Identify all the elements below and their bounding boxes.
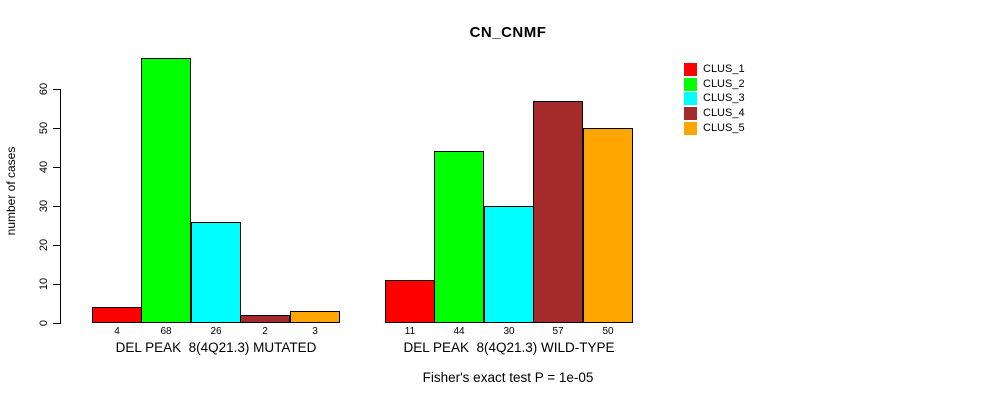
y-tick-mark [53, 284, 61, 285]
legend-label: CLUS_2 [703, 78, 745, 90]
bar-value-label: 44 [453, 326, 465, 337]
bar-clus_2-group1 [141, 58, 191, 323]
y-tick-label: 50 [38, 121, 50, 135]
y-tick-mark [53, 167, 61, 168]
y-tick-mark [53, 206, 61, 207]
legend-swatch-icon [684, 107, 697, 120]
legend-swatch-icon [684, 63, 697, 76]
bar-clus_5-group2 [583, 128, 633, 323]
bar-value-label: 68 [160, 326, 172, 337]
legend-item-clus_5: CLUS_5 [684, 122, 745, 135]
bar-value-label: 57 [552, 326, 564, 337]
bar-clus_1-group2 [385, 280, 435, 323]
y-tick-label: 30 [38, 199, 50, 213]
legend-item-clus_2: CLUS_2 [684, 78, 745, 91]
x-axis-category-label: DEL PEAK 8(4Q21.3) WILD-TYPE [403, 340, 615, 355]
bar-clus_1-group1 [92, 307, 142, 323]
y-tick-label: 0 [38, 319, 50, 327]
y-tick-label: 10 [38, 277, 50, 291]
y-tick-mark [53, 128, 61, 129]
y-tick-mark [53, 89, 61, 90]
y-tick-label: 40 [38, 160, 50, 174]
bar-value-label: 50 [602, 326, 614, 337]
bar-value-label: 4 [114, 326, 120, 337]
legend-label: CLUS_4 [703, 107, 745, 119]
bar-value-label: 3 [312, 326, 318, 337]
legend-label: CLUS_3 [703, 92, 745, 104]
bar-clus_3-group2 [484, 206, 534, 323]
chart-title: CN_CNMF [469, 24, 547, 41]
annotation-text: Fisher's exact test P = 1e-05 [422, 370, 594, 385]
bar-clus_3-group1 [191, 222, 241, 323]
x-axis-category-label: DEL PEAK 8(4Q21.3) MUTATED [115, 340, 317, 355]
bar-value-label: 11 [404, 326, 416, 337]
bar-value-label: 26 [210, 326, 222, 337]
bar-clus_2-group2 [434, 151, 484, 323]
y-axis-label: number of cases [4, 146, 18, 236]
legend-item-clus_4: CLUS_4 [684, 107, 745, 120]
legend-label: CLUS_1 [703, 63, 745, 75]
legend-swatch-icon [684, 78, 697, 91]
legend-item-clus_3: CLUS_3 [684, 92, 745, 105]
legend-swatch-icon [684, 122, 697, 135]
y-tick-mark [53, 323, 61, 324]
y-tick-mark [53, 245, 61, 246]
legend-swatch-icon [684, 92, 697, 105]
bar-clus_5-group1 [290, 311, 340, 323]
y-tick-label: 60 [38, 82, 50, 96]
y-tick-label: 20 [38, 238, 50, 252]
legend-item-clus_1: CLUS_1 [684, 63, 745, 76]
bar-value-label: 2 [262, 326, 268, 337]
bar-clus_4-group2 [533, 101, 583, 323]
legend-label: CLUS_5 [703, 122, 745, 134]
bar-value-label: 30 [503, 326, 515, 337]
bar-clus_4-group1 [240, 315, 290, 323]
